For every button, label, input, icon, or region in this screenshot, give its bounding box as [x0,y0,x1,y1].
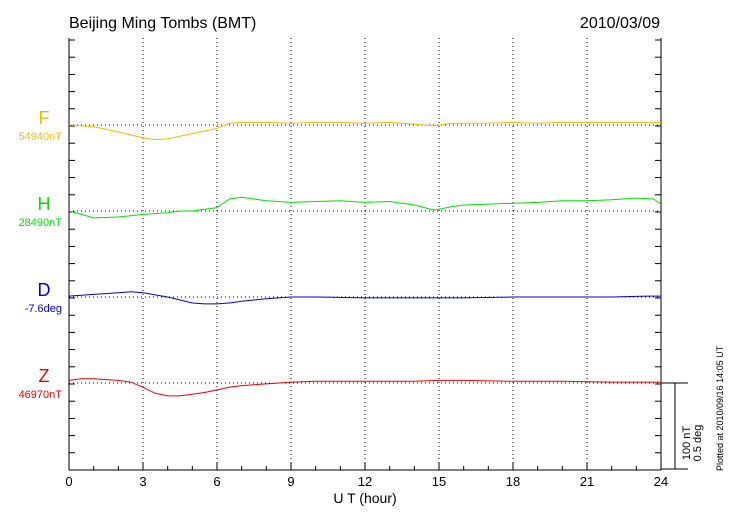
x-tick-label: 21 [580,474,594,489]
plotted-at-footer: Plotted at 2010/09/16 14:05 UT [715,345,725,471]
series-baseline-Z: 46970nT [19,389,63,401]
x-tick-label: 9 [287,474,294,489]
series-line-Z [68,378,661,397]
scale-bar-deg-label: 0.5 deg [692,425,704,462]
x-axis-label: U T (hour) [333,490,396,506]
scale-bar-nt-label: 100 nT [681,426,693,461]
x-tick-label: 0 [65,474,72,489]
x-tick-label: 24 [654,474,668,489]
chart-title: Beijing Ming Tombs (BMT) [69,15,256,32]
x-tick-label: 15 [432,474,446,489]
series-line-H [68,196,662,219]
series-baseline-H: 28490nT [19,217,63,229]
x-tick-label: 3 [139,474,146,489]
chart-date: 2010/03/09 [580,15,660,32]
series-name-H: H [38,194,51,214]
series-line-D [68,291,661,305]
series-name-F: F [39,108,50,128]
series-name-D: D [38,280,51,300]
series-name-Z: Z [39,366,50,386]
series-baseline-D: -7.6deg [25,303,62,315]
series-line-F [68,121,661,141]
x-tick-label: 12 [358,474,372,489]
series-baseline-F: 54940nT [19,131,63,143]
x-tick-label: 18 [506,474,520,489]
x-tick-label: 6 [213,474,220,489]
